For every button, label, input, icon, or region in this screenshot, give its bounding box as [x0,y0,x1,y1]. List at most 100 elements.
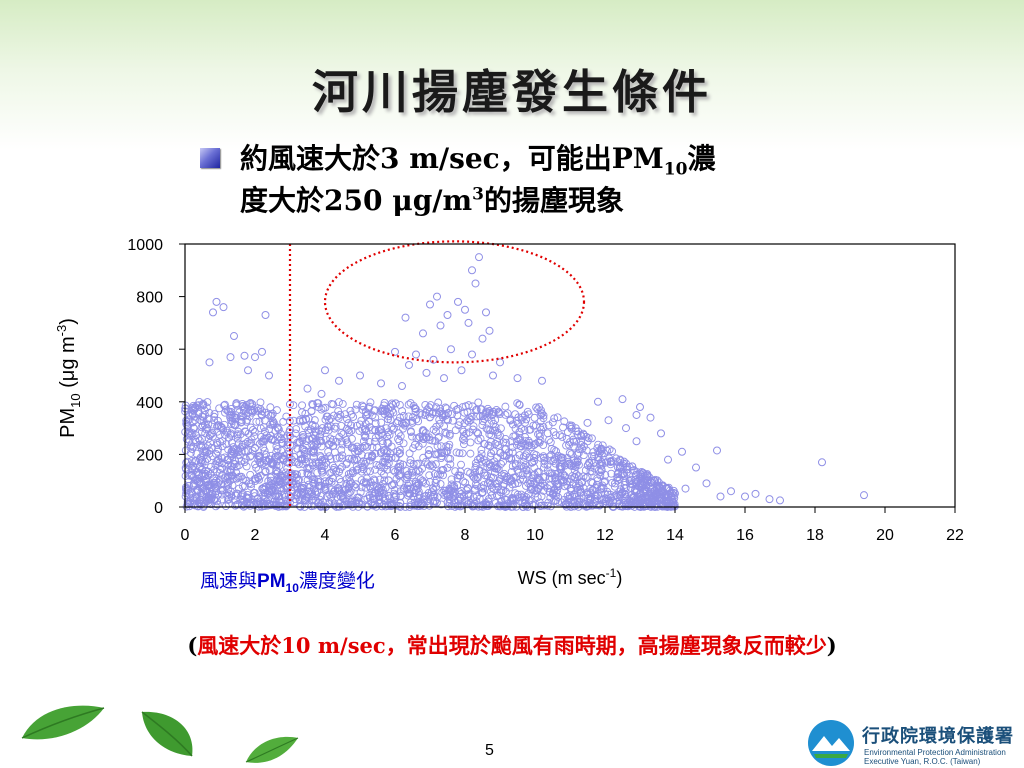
data-point [454,297,462,306]
data-point [314,399,323,408]
note-text: (風速大於10 m/sec，常出現於颱風有雨時期，高揚塵現象反而較少) [0,630,1024,660]
data-point [351,405,360,414]
data-point [495,501,504,510]
data-point [391,347,399,356]
data-point [429,492,438,501]
data-point [272,466,281,475]
data-point [575,494,584,503]
data-point [434,398,443,407]
data-point [278,438,286,447]
data-point [237,501,246,510]
data-point [344,419,353,428]
data-point [494,408,503,417]
data-point [608,478,617,487]
data-point [692,463,700,472]
x-tick-label: 16 [736,527,754,544]
data-point [406,484,415,493]
data-point [382,424,391,433]
data-point [232,414,241,422]
data-point [491,461,500,470]
data-point [636,489,645,498]
note-close-paren: ) [826,633,837,658]
data-point [313,468,322,477]
data-point [431,497,440,505]
data-point [447,345,455,354]
data-point [337,421,346,430]
x-tick-label: 0 [181,527,190,544]
data-point [751,489,760,498]
data-point [246,398,255,407]
data-point [435,409,443,418]
data-point [509,432,518,441]
data-point [299,484,308,492]
data-point [716,492,725,501]
data-point [389,466,398,475]
note-body: 風速大於10 m/sec，常出現於颱風有雨時期，高揚塵現象反而較少 [197,633,827,658]
data-point [243,437,252,446]
data-point [475,253,483,262]
data-point [482,458,491,467]
data-point [519,462,528,471]
data-point [267,411,276,420]
data-point [458,435,467,444]
slide-title: 河川揚塵發生條件 [312,65,712,119]
data-point [415,467,424,476]
data-point [623,498,632,507]
plot-frame [184,243,956,508]
data-point [519,452,528,461]
data-point [468,350,476,359]
data-point [616,490,625,499]
data-point [282,457,291,466]
data-point [334,398,343,407]
bullet-line2-end: 的揚塵現象 [483,184,624,217]
epa-english-line1: Environmental Protection Administration [864,748,1006,757]
data-point [303,469,312,478]
data-point [189,423,198,432]
data-point [433,292,441,301]
data-point [496,448,505,457]
data-point [335,432,344,441]
data-point [321,403,330,412]
data-point [327,477,336,486]
data-point [431,408,440,417]
data-point [342,458,351,467]
scatter-chart: 0 2 4 6 8 10 12 14 16 18 20 22 0 200 400 600 800 1000 WS … [54,237,964,588]
data-point [476,483,485,492]
data-point [404,400,413,409]
data-point [519,457,528,466]
data-point [379,470,388,479]
data-point [355,426,364,435]
data-point [422,368,431,377]
data-point [420,495,429,504]
data-point [234,427,243,436]
data-point [199,451,208,460]
data-point [287,479,296,488]
data-point [466,469,475,478]
data-point [234,447,243,456]
data-point [377,425,386,434]
data-point [190,464,199,473]
page-number: 5 [485,742,494,759]
x-axis-label-sup: -1 [606,566,617,580]
data-point [365,417,373,426]
data-point [454,496,463,505]
data-point [226,407,235,416]
data-point [594,456,603,465]
data-point [539,414,548,423]
chart-caption-suffix: 濃度變化 [298,570,375,592]
data-point [565,440,574,449]
data-point [199,413,208,421]
data-point [339,430,348,439]
data-point [352,480,360,489]
data-point [272,500,281,509]
data-point [486,452,495,460]
data-point [440,449,449,458]
data-point [347,410,356,419]
data-point [476,412,485,421]
data-point [309,480,318,488]
data-point [189,500,198,509]
data-point [636,403,644,412]
data-point [210,410,219,418]
data-point [702,479,711,488]
y-axis-label-end: ) [57,318,79,325]
